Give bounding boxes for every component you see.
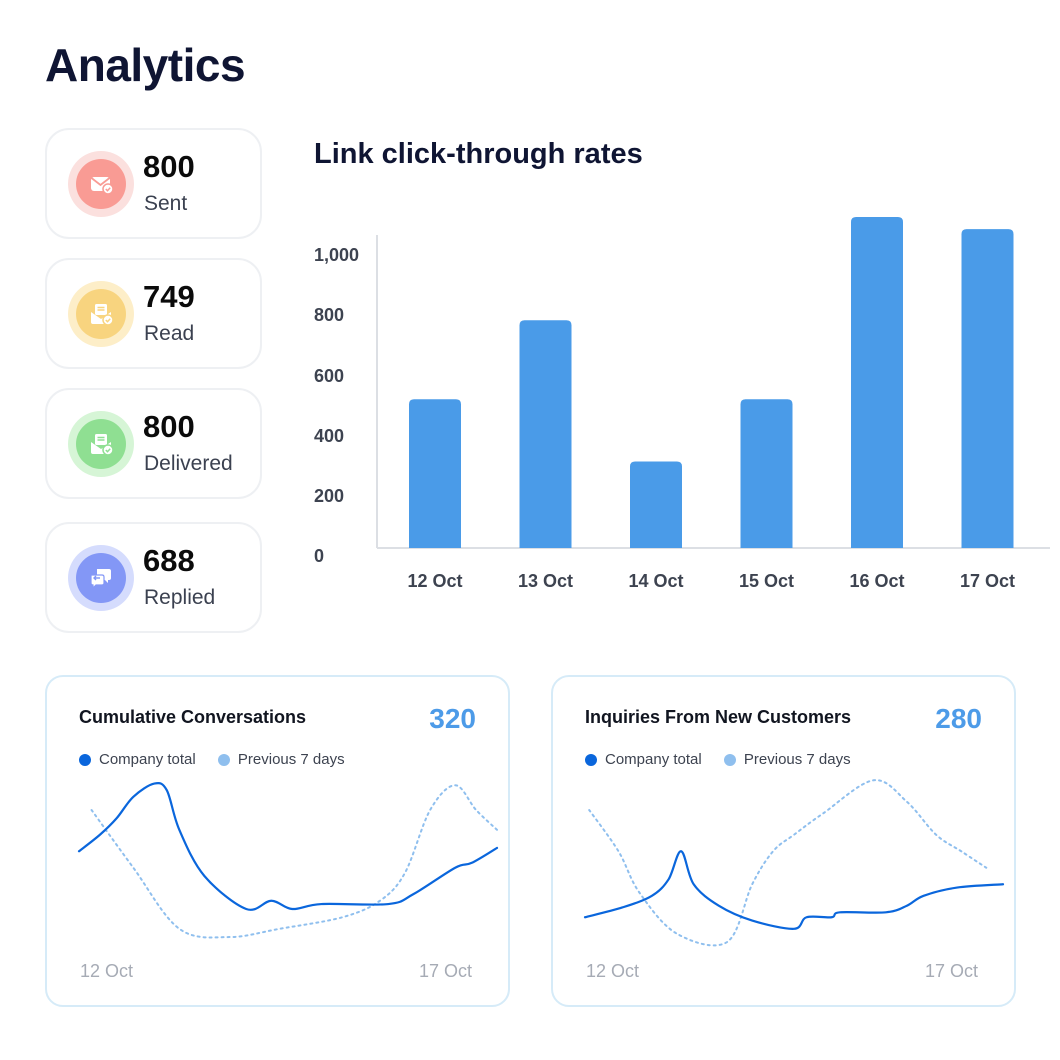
stat-value: 800 — [143, 409, 195, 444]
open-envelope-check-icon — [76, 289, 126, 339]
y-tick-label: 200 — [314, 486, 344, 506]
stat-icon-ring — [68, 545, 134, 611]
bar-chart: 0 200 400 600 800 1,000 12 Oct 13 Oct 14 Oct 15 O… — [314, 217, 1050, 591]
legend-label: Previous 7 days — [743, 751, 851, 768]
legend-label: Company total — [605, 751, 702, 768]
bar[interactable] — [851, 217, 903, 548]
card-title: Cumulative Conversations — [79, 707, 307, 727]
y-tick-label: 600 — [314, 366, 344, 386]
y-tick-label: 800 — [314, 305, 344, 325]
bar[interactable] — [630, 461, 682, 548]
legend-label: Company total — [99, 751, 196, 768]
previous-7-days-line — [588, 779, 988, 947]
x-tick-label: 14 Oct — [628, 571, 683, 591]
x-tick-label: 15 Oct — [739, 571, 794, 591]
stat-card-replied[interactable]: 688 Replied — [45, 522, 262, 633]
x-axis-end-label: 17 Oct — [924, 961, 978, 981]
inquiries-new-customers-card[interactable]: Inquiries From New Customers 280 Company… — [551, 675, 1016, 1007]
x-axis-start-label: 12 Oct — [586, 961, 640, 981]
stat-card-delivered[interactable]: 800 Delivered — [45, 388, 262, 499]
line-chart — [583, 779, 1005, 947]
stat-label: Delivered — [144, 452, 233, 475]
x-axis-end-label: 17 Oct — [418, 961, 472, 981]
stat-card-read[interactable]: 749 Read — [45, 258, 262, 369]
x-tick-label: 16 Oct — [849, 571, 904, 591]
bar[interactable] — [409, 399, 461, 548]
chart-title: Link click-through rates — [314, 138, 643, 170]
company-total-line — [77, 781, 499, 911]
card-title: Inquiries From New Customers — [585, 707, 852, 727]
legend-dot-icon — [723, 753, 736, 766]
legend: Company total Previous 7 days — [79, 751, 363, 770]
company-total-line — [583, 850, 1005, 930]
x-tick-label: 12 Oct — [407, 571, 462, 591]
stat-icon-ring — [68, 151, 134, 217]
stat-value: 688 — [143, 543, 195, 578]
envelope-check-icon — [76, 159, 126, 209]
stat-value: 800 — [143, 149, 195, 184]
legend-dot-icon — [79, 753, 91, 766]
bar[interactable] — [519, 320, 572, 548]
x-axis-start-label: 12 Oct — [80, 961, 134, 981]
chat-bubbles-icon — [76, 553, 126, 603]
stat-icon-ring — [68, 281, 134, 347]
cumulative-conversations-card[interactable]: Cumulative Conversations 320 Company tot… — [45, 675, 510, 1007]
legend-dot-icon — [217, 753, 230, 766]
legend-dot-icon — [585, 753, 597, 766]
card-value: 320 — [429, 703, 476, 734]
stat-label: Replied — [144, 586, 216, 609]
stat-icon-ring — [68, 411, 134, 477]
legend-item-company-total: Company total — [585, 751, 702, 768]
previous-7-days-line — [90, 784, 498, 939]
stat-label: Read — [144, 322, 195, 345]
card-value: 280 — [935, 703, 982, 734]
line-chart — [77, 781, 499, 939]
legend-item-previous-7-days: Previous 7 days — [723, 751, 851, 768]
open-envelope-check-icon — [76, 419, 126, 469]
y-tick-label: 0 — [314, 546, 324, 566]
stat-label: Sent — [144, 192, 188, 215]
legend: Company total Previous 7 days — [585, 751, 869, 770]
legend-item-previous-7-days: Previous 7 days — [217, 751, 345, 768]
legend-label: Previous 7 days — [237, 751, 345, 768]
x-tick-label: 17 Oct — [960, 571, 1015, 591]
bar[interactable] — [961, 229, 1014, 548]
stat-card-sent[interactable]: 800 Sent — [45, 128, 262, 239]
y-tick-label: 400 — [314, 426, 344, 446]
x-tick-label: 13 Oct — [518, 571, 573, 591]
stat-value: 749 — [143, 279, 195, 314]
legend-item-company-total: Company total — [79, 751, 196, 768]
y-tick-label: 1,000 — [314, 245, 359, 265]
bar[interactable] — [740, 399, 793, 548]
page-title: Analytics — [45, 39, 246, 91]
